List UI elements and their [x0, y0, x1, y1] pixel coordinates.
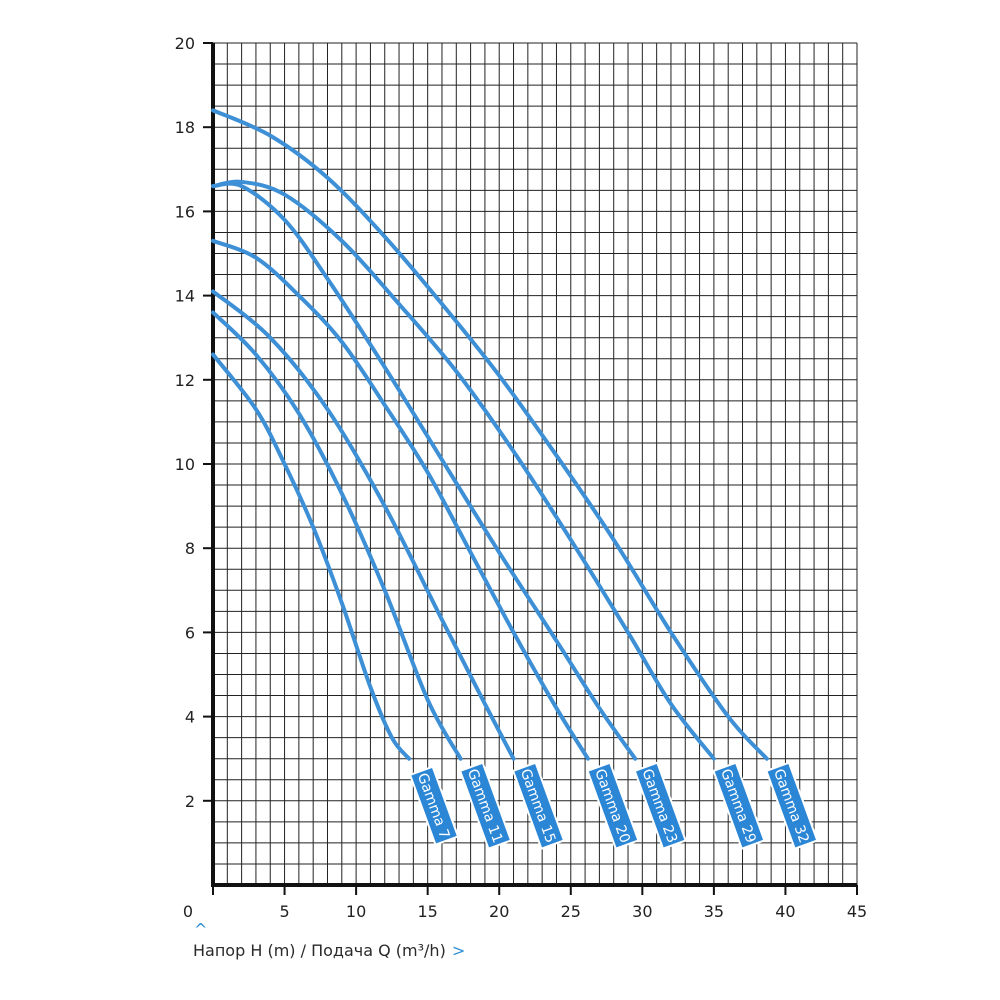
series-labels: Gamma 7 Gamma 11 Gamma 15 Gamma 20 Gamma 23 G…: [408, 761, 819, 850]
y-tick-label: 14: [175, 287, 195, 306]
chevron-right-icon[interactable]: >: [451, 941, 466, 960]
series-line: [211, 181, 638, 761]
series-line: [211, 310, 463, 761]
series-label-badge: [458, 761, 513, 850]
series-label-badge: [765, 761, 819, 850]
caret-up-icon: ^: [194, 920, 208, 939]
series-line: [211, 179, 716, 761]
y-tick-label: 6: [185, 623, 195, 642]
x-tick-label: 20: [489, 902, 509, 921]
x-tick-label: 5: [279, 902, 289, 921]
y-tick-label: 10: [175, 455, 195, 474]
series-lines: [211, 108, 769, 761]
y-tick-label: 16: [175, 202, 195, 221]
series-label: Gamma 7: [408, 765, 460, 846]
x-tick-label: 0: [183, 902, 193, 921]
x-tick-label: 15: [417, 902, 437, 921]
series-label-badge: [586, 761, 640, 850]
grid: [213, 42, 858, 885]
axis-caption: Напор H (m) / Подача Q (m³/h) >: [193, 941, 465, 960]
series-line: [211, 108, 769, 761]
y-tick-label: 2: [185, 792, 195, 811]
x-tick-label: 25: [561, 902, 581, 921]
series-label-badge: [408, 765, 460, 846]
tick-labels: 2 4 6 8 10 12 14 16 18 20 0 5 10 15 20 25 30 35 40 45: [175, 34, 868, 921]
y-tick-label: 20: [175, 34, 195, 53]
series-label: Gamma 11: [458, 761, 513, 850]
series-line: [211, 289, 516, 761]
x-tick-label: 40: [775, 902, 795, 921]
x-tick-label: 10: [346, 902, 366, 921]
y-tick-label: 8: [185, 539, 195, 558]
x-tick-label: 30: [632, 902, 652, 921]
y-tick-label: 4: [185, 708, 195, 727]
series-line: [211, 238, 590, 761]
series-label-badge: [511, 761, 566, 850]
series-line: [211, 352, 412, 761]
y-tick-label: 18: [175, 118, 195, 137]
series-label: Gamma 20: [586, 761, 640, 850]
x-tick-label: 45: [847, 902, 867, 921]
axis-caption-text: Напор H (m) / Подача Q (m³/h): [193, 941, 446, 960]
series-label-badge: [712, 761, 766, 850]
y-tick-label: 12: [175, 371, 195, 390]
series-label: Gamma 32: [765, 761, 819, 850]
x-tick-label: 35: [704, 902, 724, 921]
series-label-badge: [633, 761, 687, 850]
